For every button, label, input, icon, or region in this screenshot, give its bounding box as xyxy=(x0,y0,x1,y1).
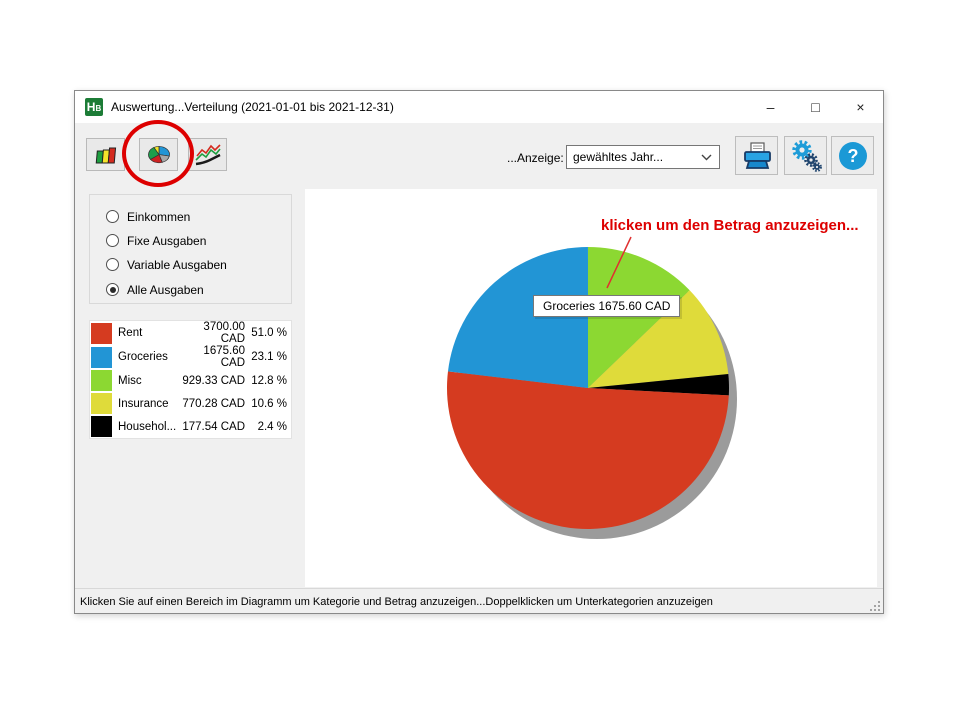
bar-chart-view-button[interactable] xyxy=(86,138,125,171)
legend-label: Insurance xyxy=(118,397,169,410)
radio-circle xyxy=(106,258,119,271)
legend-row-misc: Misc 929.33 CAD 12.8 % xyxy=(90,369,291,392)
print-button[interactable] xyxy=(735,136,778,175)
legend-percent: 51.0 % xyxy=(251,327,287,339)
pie-slice-household[interactable] xyxy=(588,374,729,396)
printer-icon xyxy=(743,141,771,169)
legend-amount: 3700.00 CAD xyxy=(203,321,245,345)
legend-amount: 1675.60 CAD xyxy=(203,345,245,369)
legend-row-groceries: Groceries 1675.60 CAD 23.1 % xyxy=(90,345,291,369)
gears-icon xyxy=(791,139,822,172)
status-text: Klicken Sie auf einen Bereich im Diagram… xyxy=(80,595,713,608)
resize-grip-icon[interactable] xyxy=(869,600,881,612)
radio-alle-ausgaben[interactable]: Alle Ausgaben xyxy=(106,282,204,297)
legend-row-household: Househol... 177.54 CAD 2.4 % xyxy=(90,415,291,438)
color-swatch xyxy=(91,416,112,437)
radio-label: Variable Ausgaben xyxy=(127,257,227,272)
color-swatch xyxy=(91,393,112,414)
legend-row-insurance: Insurance 770.28 CAD 10.6 % xyxy=(90,392,291,415)
window-title: Auswertung...Verteilung (2021-01-01 bis … xyxy=(111,100,394,114)
help-button[interactable]: ? xyxy=(831,136,874,175)
app-icon-letter-b: B xyxy=(95,104,102,113)
minimize-button[interactable]: – xyxy=(766,99,775,115)
legend-label: Groceries xyxy=(118,351,168,363)
legend-amount: 770.28 CAD xyxy=(182,397,245,410)
svg-text:?: ? xyxy=(847,146,858,166)
legend-row-rent: Rent 3700.00 CAD 51.0 % xyxy=(90,321,291,345)
legend-amount: 929.33 CAD xyxy=(182,374,245,387)
bar-chart-icon xyxy=(95,147,116,163)
period-select[interactable]: gewähltes Jahr... xyxy=(566,145,720,169)
category-filter-group: Einkommen Fixe Ausgaben Variable Ausgabe… xyxy=(89,194,292,304)
help-icon: ? xyxy=(838,141,867,170)
legend-percent: 2.4 % xyxy=(257,420,287,433)
legend-label: Misc xyxy=(118,374,142,387)
pie-chart-icon xyxy=(147,146,170,164)
period-select-value: gewähltes Jahr... xyxy=(573,150,664,164)
legend-amount: 177.54 CAD xyxy=(182,420,245,433)
legend-table: Rent 3700.00 CAD 51.0 % Groceries 1675.6… xyxy=(89,320,292,439)
legend-label: Rent xyxy=(118,327,143,339)
maximize-button[interactable]: □ xyxy=(811,99,820,115)
chart-tooltip: Groceries 1675.60 CAD xyxy=(533,295,681,317)
close-button[interactable]: × xyxy=(856,99,865,115)
status-bar: Klicken Sie auf einen Bereich im Diagram… xyxy=(75,589,883,614)
pie-slice-groceries[interactable] xyxy=(447,247,588,388)
line-chart-icon xyxy=(195,144,221,166)
legend-label: Househol... xyxy=(118,420,177,433)
color-swatch xyxy=(91,346,112,368)
settings-button[interactable] xyxy=(784,136,827,175)
pie-chart xyxy=(447,236,737,539)
line-chart-view-button[interactable] xyxy=(188,138,227,171)
chevron-down-icon xyxy=(701,154,712,161)
radio-circle xyxy=(106,210,119,223)
color-swatch xyxy=(91,322,112,344)
annotation-text: klicken um den Betrag anzuzeigen... xyxy=(601,217,859,234)
statusbar-divider xyxy=(75,588,883,589)
radio-label: Alle Ausgaben xyxy=(127,282,204,297)
radio-label: Fixe Ausgaben xyxy=(127,233,207,248)
annotation-line xyxy=(606,236,632,289)
legend-percent: 23.1 % xyxy=(251,351,287,363)
radio-label: Einkommen xyxy=(127,209,191,224)
chart-panel: klicken um den Betrag anzuzeigen... Groc… xyxy=(305,189,877,587)
radio-circle xyxy=(106,283,119,296)
radio-variable-ausgaben[interactable]: Variable Ausgaben xyxy=(106,257,227,272)
legend-percent: 12.8 % xyxy=(251,374,287,387)
radio-einkommen[interactable]: Einkommen xyxy=(106,209,190,224)
pie-slice-rent[interactable] xyxy=(447,371,729,529)
pie-slice-insurance[interactable] xyxy=(588,290,729,388)
radio-fixe-ausgaben[interactable]: Fixe Ausgaben xyxy=(106,233,206,248)
radio-circle xyxy=(106,234,119,247)
app-icon-letter-h: H xyxy=(86,100,96,114)
pie-chart-view-button[interactable] xyxy=(139,138,178,171)
color-swatch xyxy=(91,370,112,391)
view-mode-label: ...Anzeige: xyxy=(507,151,564,165)
pie-slice-misc[interactable] xyxy=(588,247,690,388)
legend-percent: 10.6 % xyxy=(251,397,287,410)
window-controls: – □ × xyxy=(748,92,883,123)
